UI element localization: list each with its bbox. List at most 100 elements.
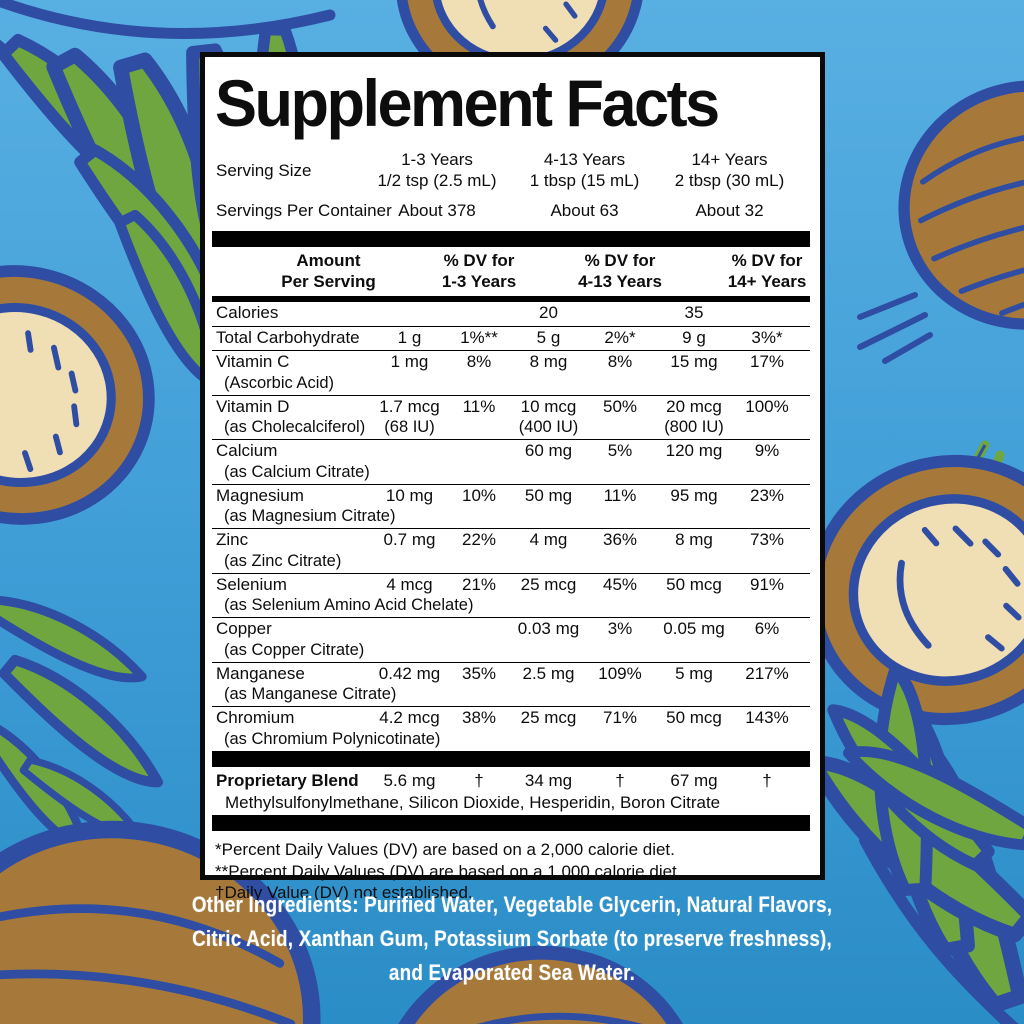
- value-cell: 15 mg: [670, 352, 718, 372]
- servings-per-container-label: Servings Per Container: [216, 201, 392, 221]
- serving-group-1: 1-3 Years 1/2 tsp (2.5 mL): [362, 149, 512, 191]
- table-row: Calcium 60 mg 5% 120 mg 9% (as Calcium Citrat…: [212, 439, 810, 484]
- value-cell: 21%: [461, 574, 497, 594]
- nutrient-sub: (as Magnesium Citrate): [224, 507, 396, 526]
- nutrient-name: Manganese: [216, 663, 305, 683]
- table-row: Chromium 4.2 mcg 38% 25 mcg 71% 50 mcg 143% (as…: [212, 706, 810, 751]
- value-cell: 0.03 mg: [517, 619, 580, 639]
- nutrient-sub: (as Calcium Citrate): [224, 462, 370, 481]
- value-cell: 50 mcg: [666, 574, 722, 594]
- nutrient-name: Magnesium: [216, 485, 304, 505]
- serving-size-row: Serving Size 1-3 Years 1/2 tsp (2.5 mL) …: [212, 149, 810, 191]
- value-cell: 35: [684, 303, 704, 323]
- footnotes: *Percent Daily Values (DV) are based on …: [212, 839, 810, 904]
- column-header-dv-4-13: % DV for 4-13 Years: [578, 251, 662, 292]
- value-cell: 22%: [461, 530, 497, 550]
- proprietary-ingredients: Methylsulfonylmethane, Silicon Dioxide, …: [225, 793, 721, 813]
- value-cell: 109%: [598, 663, 642, 683]
- nutrient-name: Selenium: [216, 574, 287, 594]
- nutrient-sub: (as Cholecalciferol): [224, 418, 366, 437]
- value-cell: 17%: [749, 352, 785, 372]
- proprietary-value: 34 mg: [524, 770, 573, 790]
- value-cell: 73%: [749, 530, 785, 550]
- value-cell: 10 mg: [385, 485, 434, 505]
- value-cell: 0.42 mg: [378, 663, 441, 683]
- table-row: Magnesium 10 mg 10% 50 mg 11% 95 mg 23% (as Mag…: [212, 483, 810, 529]
- nutrient-name: Copper: [216, 619, 272, 639]
- separator-bar: [212, 296, 810, 303]
- value-cell: 8 mg: [529, 352, 568, 372]
- value-sub-cell: (400 IU): [518, 418, 579, 437]
- footnote: †Daily Value (DV) not established.: [215, 883, 473, 903]
- value-cell: 3%: [607, 619, 633, 639]
- value-cell: 9 g: [682, 327, 706, 347]
- value-cell: 1 mg: [390, 352, 429, 372]
- value-cell: 50 mg: [524, 485, 573, 505]
- nutrient-sub: (Ascorbic Acid): [224, 373, 335, 392]
- proprietary-value: †: [474, 770, 484, 790]
- value-cell: 11%: [603, 485, 637, 505]
- value-cell: 3%*: [751, 327, 783, 347]
- value-cell: 20 mcg: [666, 396, 722, 416]
- value-cell: 5 mg: [675, 663, 713, 683]
- value-cell: 9%: [754, 441, 780, 461]
- value-cell: 71%: [602, 708, 638, 728]
- serving-measure: 1 tbsp (15 mL): [529, 171, 640, 191]
- value-cell: 10 mcg: [520, 396, 577, 416]
- value-cell: 36%: [602, 530, 638, 550]
- value-cell: 20: [539, 303, 558, 323]
- value-cell: 8%: [607, 352, 633, 372]
- serving-age: 1-3 Years: [401, 150, 473, 170]
- value-cell: 2.5 mg: [522, 663, 575, 683]
- value-cell: 4.2 mcg: [379, 708, 440, 728]
- value-cell: 100%: [745, 396, 789, 416]
- footnote: *Percent Daily Values (DV) are based on …: [215, 840, 675, 860]
- table-row: Zinc 0.7 mg 22% 4 mg 36% 8 mg 73% (as Zinc Citr…: [212, 528, 810, 573]
- nutrient-name: Calcium: [216, 441, 278, 461]
- value-cell: 50 mcg: [666, 708, 722, 728]
- value-cell: 35%: [461, 663, 497, 683]
- table-row: Selenium 4 mcg 21% 25 mcg 45% 50 mcg 91% (as Se…: [212, 572, 810, 618]
- value-cell: 60 mg: [524, 441, 573, 461]
- nutrient-name: Chromium: [216, 708, 295, 728]
- value-cell: 0.05 mg: [663, 619, 725, 639]
- value-cell: 4 mg: [529, 530, 568, 550]
- servings-value: About 63: [550, 201, 619, 221]
- separator-bar: [212, 750, 810, 767]
- value-cell: 6%: [754, 619, 780, 639]
- value-cell: 11%: [462, 396, 496, 416]
- proprietary-value: 67 mg: [670, 770, 718, 790]
- value-cell: 217%: [745, 663, 789, 683]
- value-cell: 5%: [607, 441, 633, 461]
- proprietary-row: Proprietary Blend 5.6 mg † 34 mg † 67 mg…: [212, 767, 810, 816]
- value-cell: 38%: [461, 708, 497, 728]
- value-cell: 25 mcg: [520, 574, 577, 594]
- proprietary-value: †: [762, 770, 772, 790]
- proprietary-value: †: [615, 770, 625, 790]
- servings-value: About 378: [398, 201, 476, 221]
- serving-age: 14+ Years: [691, 150, 768, 170]
- proprietary-value: 5.6 mg: [383, 770, 436, 790]
- value-sub-cell: (68 IU): [384, 418, 435, 437]
- value-cell: 1%**: [460, 327, 498, 347]
- column-header-dv-1-3: % DV for 1-3 Years: [441, 251, 517, 292]
- serving-size-label: Serving Size: [216, 160, 312, 180]
- value-cell: 4 mcg: [386, 574, 433, 594]
- value-cell: 120 mg: [665, 441, 723, 461]
- nutrient-name: Total Carbohydrate: [216, 327, 360, 347]
- table-row: Calories 20 35: [212, 302, 810, 326]
- nutrient-sub: (as Zinc Citrate): [224, 551, 342, 570]
- serving-group-3: 14+ Years 2 tbsp (30 mL): [657, 149, 802, 191]
- supplement-facts-panel: Supplement Facts Serving Size 1-3 Years …: [200, 52, 825, 902]
- value-cell: 50%: [602, 396, 638, 416]
- value-cell: 1 g: [397, 327, 422, 347]
- value-cell: 91%: [749, 574, 785, 594]
- value-cell: 1.7 mcg: [379, 396, 440, 416]
- other-ingredients-text: Other Ingredients: Purified Water, Veget…: [191, 892, 833, 985]
- nutrient-sub: (as Copper Citrate): [224, 640, 365, 659]
- value-cell: 143%: [745, 708, 789, 728]
- separator-bar: [212, 231, 810, 248]
- column-header-dv-14: % DV for 14+ Years: [727, 251, 807, 292]
- serving-measure: 1/2 tsp (2.5 mL): [377, 171, 497, 191]
